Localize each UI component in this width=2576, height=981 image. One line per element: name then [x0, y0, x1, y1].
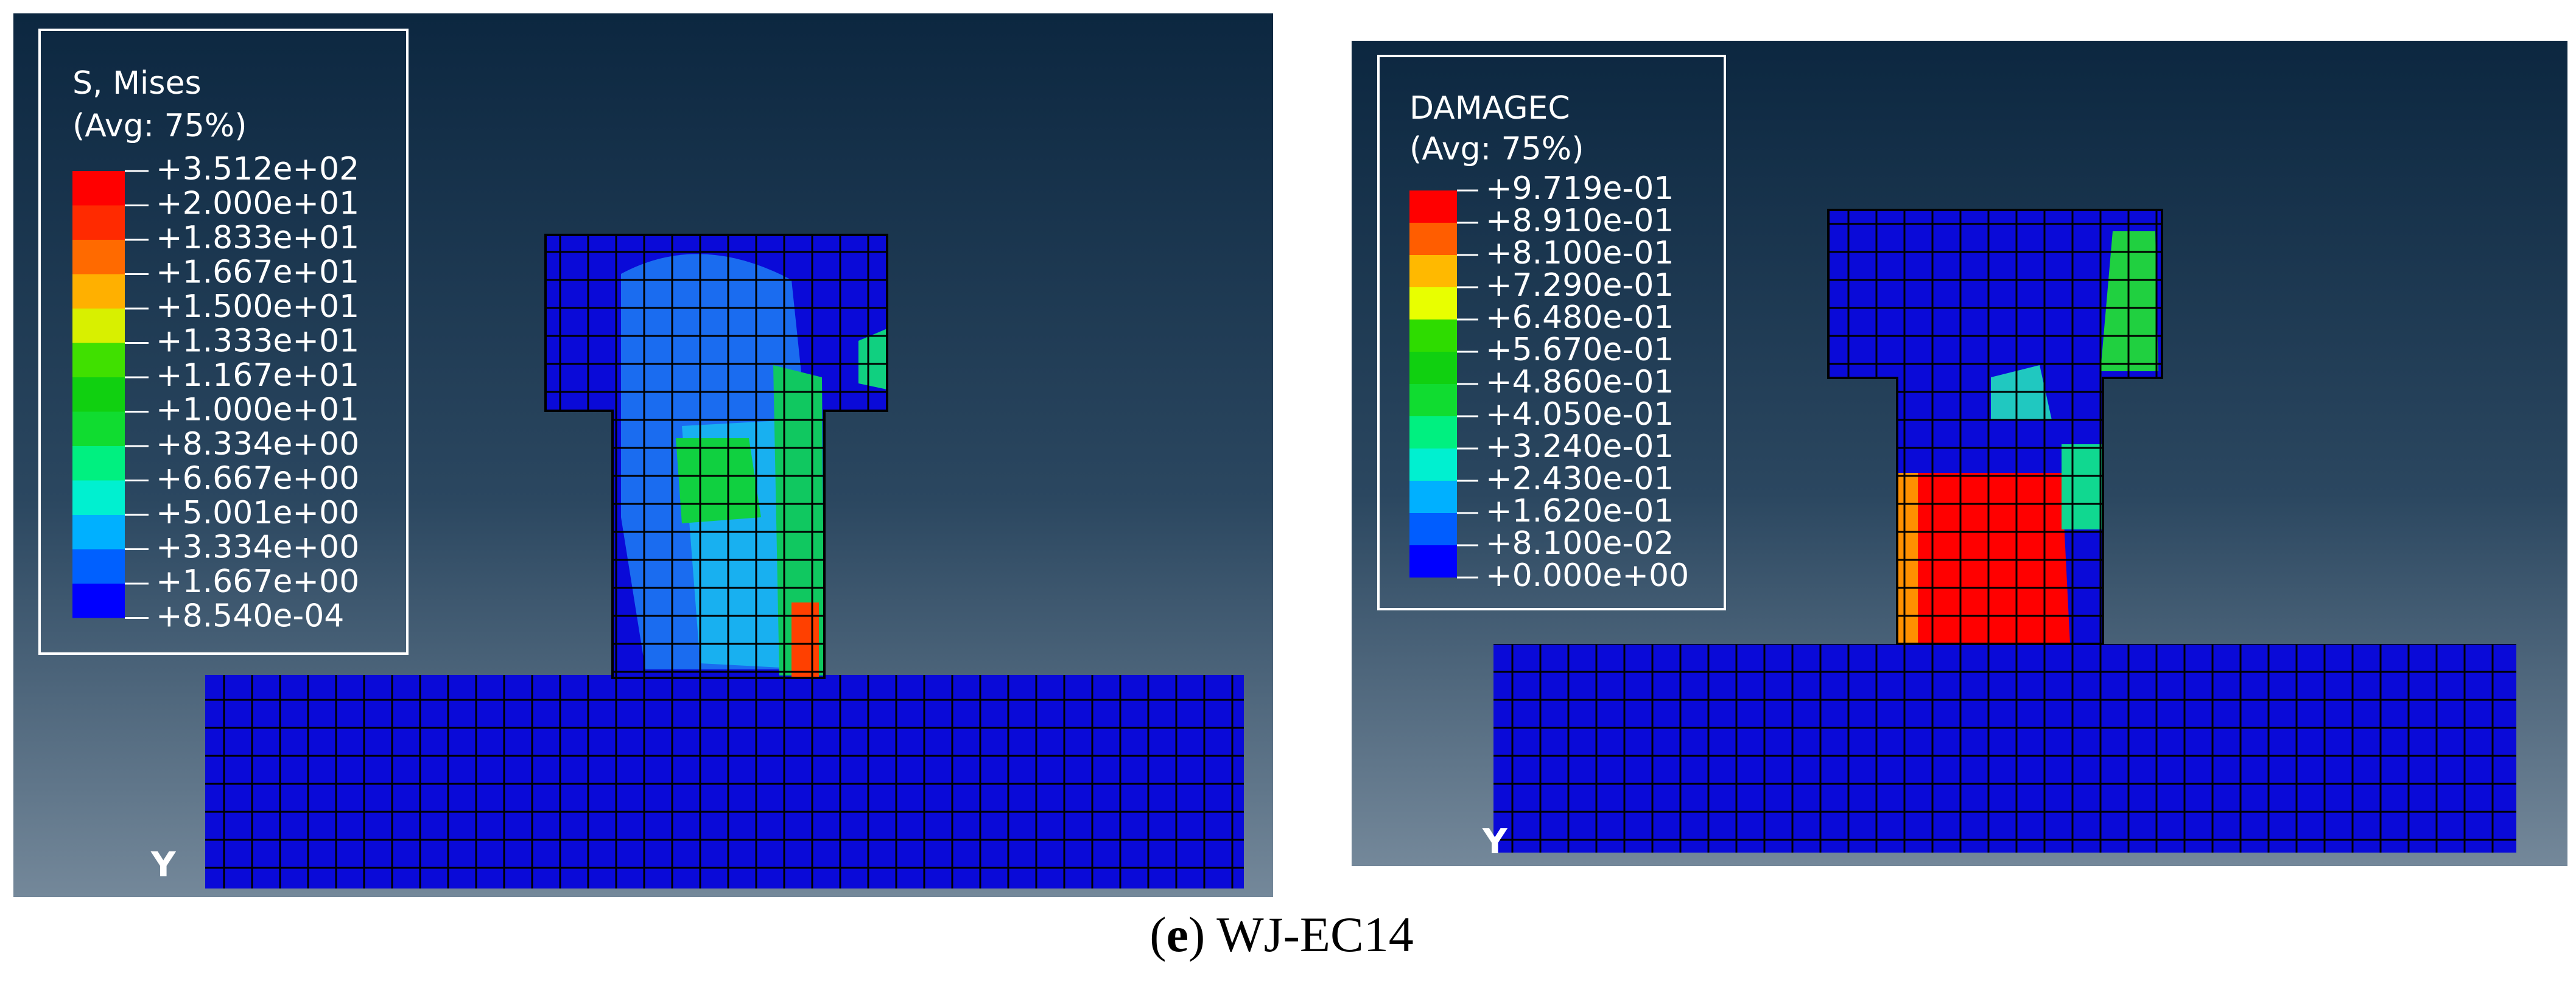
legend-label: +6.667e+00 — [156, 461, 359, 497]
legend-label: +1.167e+01 — [156, 357, 359, 394]
legend-color — [72, 205, 125, 240]
legend-label: +1.333e+01 — [156, 323, 359, 360]
legend-label: +1.500e+01 — [156, 288, 359, 325]
legend-title: DAMAGEC — [1409, 90, 1570, 127]
legend-color — [72, 377, 125, 412]
legend: +9.719e-01+8.910e-01+8.100e-01+7.290e-01… — [1409, 170, 1689, 594]
legend-label: +1.667e+01 — [156, 254, 359, 291]
legend-color — [72, 584, 125, 618]
legend-label: +0.000e+00 — [1486, 557, 1689, 594]
legend-color — [1409, 449, 1457, 481]
legend-color — [72, 480, 125, 515]
legend-label: +5.670e-01 — [1486, 332, 1674, 368]
legend-label: +8.540e-04 — [156, 598, 344, 635]
legend-color — [1409, 513, 1457, 545]
legend-label: +4.050e-01 — [1486, 396, 1674, 433]
caption-prefix: ( — [1149, 907, 1166, 962]
legend-color — [1409, 352, 1457, 384]
legend-label: +2.000e+01 — [156, 186, 359, 222]
legend-color — [1409, 384, 1457, 416]
legend-box — [1377, 55, 1726, 610]
legend-label: +5.001e+00 — [156, 495, 359, 531]
legend-label: +9.719e-01 — [1486, 170, 1674, 207]
legend-color — [1409, 319, 1457, 352]
legend-color — [1409, 190, 1457, 223]
legend-color — [72, 274, 125, 309]
legend-label: +6.480e-01 — [1486, 299, 1674, 336]
caption: (e) WJ-EC14 — [1149, 907, 1413, 962]
legend-title: S, Mises — [72, 65, 202, 102]
axis-label: Y — [150, 845, 177, 885]
legend-subtitle: (Avg: 75%) — [72, 108, 247, 144]
legend-color — [72, 240, 125, 274]
legend-color — [72, 446, 125, 481]
legend-label: +7.290e-01 — [1486, 267, 1674, 304]
caption-letter: e — [1167, 907, 1188, 962]
legend-color — [72, 171, 125, 206]
axis-label: Y — [1482, 822, 1508, 862]
legend-label: +1.620e-01 — [1486, 493, 1674, 529]
legend-label: +3.334e+00 — [156, 529, 359, 566]
legend-label: +1.667e+00 — [156, 564, 359, 600]
legend-label: +8.100e-02 — [1486, 525, 1674, 562]
legend-label: +8.910e-01 — [1486, 203, 1674, 239]
legend-color — [72, 309, 125, 343]
legend-color — [72, 411, 125, 446]
legend-label: +3.240e-01 — [1486, 428, 1674, 465]
legend-color — [72, 343, 125, 377]
legend-color — [72, 515, 125, 550]
legend-color — [1409, 416, 1457, 449]
legend-box — [38, 29, 409, 655]
legend-label: +3.512e+02 — [156, 151, 359, 187]
legend-label: +8.100e-01 — [1486, 235, 1674, 271]
legend-subtitle: (Avg: 75%) — [1409, 131, 1584, 167]
legend-color — [72, 549, 125, 584]
legend-label: +2.430e-01 — [1486, 461, 1674, 497]
legend-color — [1409, 255, 1457, 287]
legend-color — [1409, 481, 1457, 513]
legend: +3.512e+02+2.000e+01+1.833e+01+1.667e+01… — [72, 151, 359, 635]
legend-label: +4.860e-01 — [1486, 364, 1674, 400]
legend-label: +8.334e+00 — [156, 426, 359, 463]
legend-label: +1.833e+01 — [156, 220, 359, 256]
legend-color — [1409, 223, 1457, 255]
caption-text: ) WJ-EC14 — [1188, 907, 1414, 962]
legend-color — [1409, 287, 1457, 319]
legend-color — [1409, 545, 1457, 578]
legend-label: +1.000e+01 — [156, 392, 359, 428]
